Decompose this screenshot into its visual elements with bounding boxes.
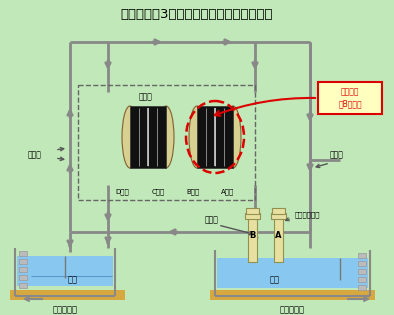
Bar: [19, 267, 27, 272]
Bar: [358, 277, 366, 282]
Text: 放水ピット: 放水ピット: [52, 305, 78, 314]
Text: 取水管: 取水管: [330, 151, 344, 159]
Bar: [130, 106, 166, 168]
Bar: [197, 106, 233, 168]
Bar: [19, 275, 27, 280]
Bar: [271, 213, 286, 219]
Text: 海水: 海水: [270, 276, 280, 284]
Bar: [274, 218, 283, 262]
Bar: [210, 290, 375, 300]
Bar: [10, 290, 125, 300]
Text: 復水器: 復水器: [138, 92, 152, 101]
Text: A水室: A水室: [221, 188, 234, 195]
Text: 放水管: 放水管: [28, 151, 42, 159]
Bar: [358, 269, 366, 274]
Text: 取水管: 取水管: [205, 215, 219, 225]
Text: 海水: 海水: [68, 276, 78, 284]
Bar: [318, 82, 382, 114]
Bar: [272, 208, 285, 214]
Bar: [358, 253, 366, 258]
Text: 循環水ポンプ: 循環水ポンプ: [295, 212, 320, 218]
Ellipse shape: [158, 106, 174, 168]
Text: A: A: [275, 231, 281, 240]
Bar: [248, 218, 257, 262]
Text: B水室: B水室: [186, 188, 200, 195]
Ellipse shape: [122, 106, 138, 168]
Text: C水室: C水室: [151, 188, 165, 195]
Bar: [245, 213, 260, 219]
Bar: [246, 208, 259, 214]
Text: D水室: D水室: [115, 188, 129, 195]
Text: 取水ピット: 取水ピット: [280, 305, 305, 314]
Bar: [19, 283, 27, 288]
Ellipse shape: [225, 106, 241, 168]
Bar: [19, 259, 27, 264]
Bar: [358, 261, 366, 266]
Bar: [217, 258, 368, 288]
Text: 伊方発電所3号機　復水器廻り系統概略図: 伊方発電所3号機 復水器廻り系統概略図: [121, 8, 273, 20]
Bar: [358, 285, 366, 290]
Bar: [17, 256, 113, 286]
Bar: [19, 251, 27, 256]
Text: 当該箇所
（B水室）: 当該箇所 （B水室）: [338, 88, 362, 108]
Text: B: B: [249, 231, 255, 240]
Bar: [78, 85, 255, 200]
Ellipse shape: [189, 106, 205, 168]
